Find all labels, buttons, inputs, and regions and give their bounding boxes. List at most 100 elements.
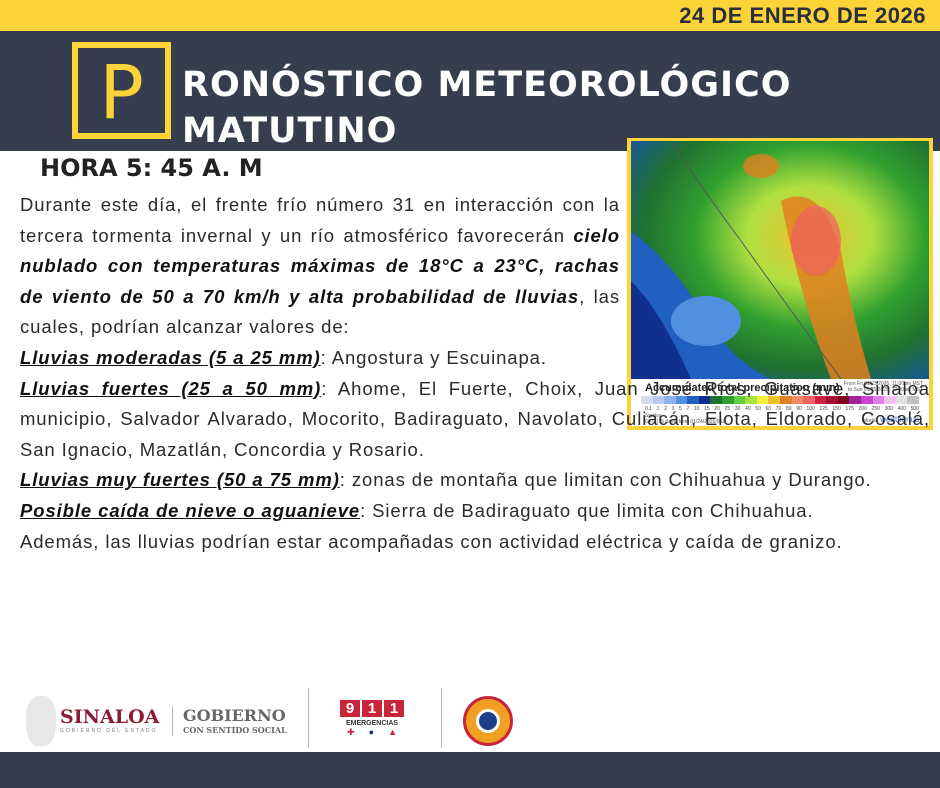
legend-swatch [722,396,734,404]
heavy-rain-label: Lluvias fuertes (25 a 50 mm) [20,377,322,399]
gobierno-sub: CON SENTIDO SOCIAL [183,725,287,735]
legend-tick: 2 [664,406,667,412]
moderate-rain: Lluvias moderadas (5 a 25 mm): Angostura… [20,343,620,374]
legend-swatch [872,396,885,404]
proteccion-civil-logo [463,696,513,746]
legend-swatch [768,396,780,404]
snow-text: : Sierra de Badiraguato que limita con C… [360,499,814,521]
legend-swatch [826,396,838,404]
very-heavy-rain: Lluvias muy fuertes (50 a 75 mm): zonas … [20,465,930,496]
legend-tick: 90 [796,406,802,412]
legend-source: Sinaloa GFS (15 days) from 01/24/2026/06Z [645,413,725,425]
legend-swatch [641,396,653,404]
legend-tick: 60 [765,406,772,412]
range-to: to Sun 01/25/2026, 12:00am MST [847,387,923,393]
legend-swatch [664,396,676,404]
snow: Posible caída de nieve o aguanieve: Sier… [20,496,930,527]
legend-tick: 7 [686,406,690,412]
legend-tick: 1 [656,406,660,412]
initial-letter-box: P [72,42,171,139]
legend-tick: 3 [671,406,675,412]
legend-tick: 200 [858,406,867,412]
legend-tick: 20 [714,406,720,412]
legend-swatch [710,396,723,404]
digit: 1 [384,700,404,717]
title-line-1: RONÓSTICO METEOROLÓGICO [182,65,792,105]
legend-swatch [779,396,792,404]
legend-tick: 0.1 [645,406,652,412]
gobierno-logo: GOBIERNO CON SENTIDO SOCIAL [183,706,287,735]
intro-highlight: cielo nublado con temperaturas máximas d… [20,224,620,307]
legend-swatch [756,396,769,404]
legend-tick: 50 [755,406,761,412]
moderate-rain-text: : Angostura y Escuinapa. [320,346,547,368]
sinaloa-logo: SINALOA GOBIERNO DEL ESTADO [60,706,159,734]
heavy-rain-text: : Ahome, El Fuerte, Choix, Juan José Río… [20,377,930,460]
legend-tick: 100 [806,406,815,412]
header-band [0,31,940,151]
precipitation-map: Accumulated total precipitation (mm) Fro… [627,138,933,430]
digit: 1 [362,700,382,717]
legend-colorbar [641,396,919,404]
title-line-2: MATUTINO [182,111,398,151]
legend-swatch [884,396,896,404]
forecast-hour: HORA 5: 45 A. M [40,154,263,182]
legend-tick: 25 [724,406,731,412]
heavy-rain: Lluvias fuertes (25 a 50 mm): Ahome, El … [20,374,930,466]
intro-end: , las cuales, podrían alcanzar valores d… [20,285,620,338]
extra-note: Además, las lluvias podrían estar acompa… [20,530,843,552]
range-from: From Fri 01/23/2026, 11:00pm MST [843,381,923,387]
footer-band [0,752,940,788]
digit: 9 [340,700,360,717]
legend-ticks: 0.1 1 2 3 5 7 10 15 20 25 30 40 50 60 70 80 90 100 125 150 1… [645,406,919,412]
gobierno-text: GOBIERNO [183,706,286,725]
divider [172,706,173,736]
legend-tick: 80 [786,406,792,412]
intro-paragraph: Durante este día, el frente frío número … [20,190,620,343]
legend-swatch [803,396,815,404]
legend-swatch [895,396,908,404]
legend-tick: 125 [819,406,828,412]
legend-tick: 30 [734,406,741,412]
legend-swatch [698,396,711,404]
model-label: Model: [863,418,879,424]
legend-swatch [849,396,861,404]
legend-tick: 70 [775,406,782,412]
date-bar: 24 DE ENERO DE 2026 [0,0,940,31]
legend-range: From Fri 01/23/2026, 11:00pm MST to Sun 0… [844,381,923,393]
legend-tick: 10 [693,406,700,412]
legend-swatch [687,396,699,404]
logos: SINALOA GOBIERNO DEL ESTADO GOBIERNO CON S… [0,688,540,748]
brand: weather.us [880,415,919,424]
forecast-text: Durante este día, el frente frío número … [20,190,930,557]
legend-swatch [652,396,665,404]
map-legend: Accumulated total precipitation (mm) Fro… [631,379,929,426]
legend-swatch [791,396,804,404]
legend-tick: 400 [897,406,906,412]
legend-tick: 150 [832,406,841,412]
legend-tick: 250 [871,406,880,412]
emergencias-text: EMERGENCIAS [345,720,399,727]
weather-us-logo: Model: weather.us [863,415,919,424]
sinaloa-text: SINALOA [60,706,160,728]
legend-tick: 500 [910,406,919,412]
sinaloa-sub: GOBIERNO DEL ESTADO [60,728,158,734]
legend-swatch [675,396,688,404]
legend-swatch [860,396,873,404]
intro-text: Durante este día, el frente frío número … [20,194,620,246]
legend-swatch [837,396,850,404]
snow-label: Posible caída de nieve o aguanieve [20,499,361,521]
map-image [631,141,929,379]
divider [441,688,442,748]
model-run: GFS (15 days) from 01/24/2026/06Z [645,419,726,425]
region: Sinaloa [645,413,662,419]
very-heavy-rain-label: Lluvias muy fuertes (50 a 75 mm) [20,469,340,491]
legend-tick: 15 [704,406,710,412]
initial-letter: P [99,50,144,136]
divider [308,688,309,748]
legend-tick: 40 [745,406,751,412]
very-heavy-rain-text: : zonas de montaña que limitan con Chihu… [339,469,872,491]
page-title: RONÓSTICO METEOROLÓGICO MATUTINO [182,62,791,154]
legend-tick: 5 [678,406,682,412]
